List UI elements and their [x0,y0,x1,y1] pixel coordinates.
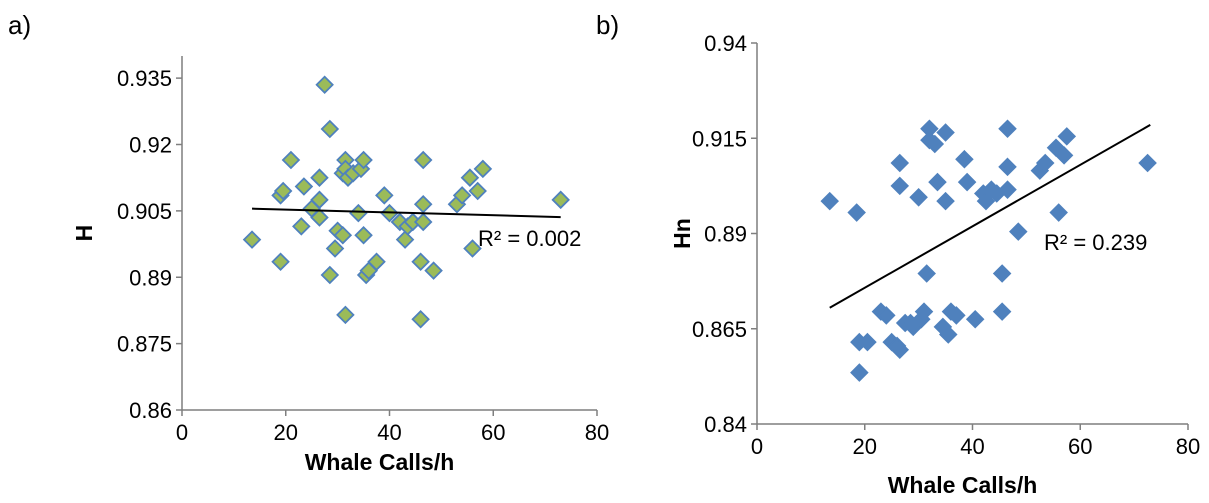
data-point [938,325,958,344]
data-point [411,252,430,272]
y-tick-label: 0.865 [692,317,747,342]
trendline [829,124,1151,309]
y-tick-label: 0.84 [704,412,747,437]
data-point [395,230,415,249]
data-point [925,134,945,154]
x-tick-label: 0 [176,420,188,445]
data-point [820,191,840,211]
data-point [315,75,334,95]
y-tick-label: 0.915 [692,126,747,151]
data-point [354,225,373,245]
data-point [1049,203,1068,222]
data-point [957,172,977,192]
x-tick-label: 20 [274,420,298,445]
data-point [310,168,329,187]
data-point [294,177,314,196]
data-point [955,149,974,169]
y-axis-title: Hn [669,218,695,249]
data-point [271,252,290,272]
data-point [1009,222,1028,241]
data-point [890,153,910,173]
r-squared-label: R² = 0.002 [478,226,581,251]
data-point [847,203,866,222]
y-axis-title: H [71,225,97,242]
data-point [1057,127,1077,146]
y-tick-label: 0.92 [129,133,172,158]
data-point [411,310,430,329]
y-tick-label: 0.875 [117,332,172,357]
data-point [424,261,443,280]
data-point [310,190,329,210]
data-point [992,264,1012,283]
data-point [349,203,368,223]
data-point [858,332,877,352]
data-point [413,194,433,214]
panel-label: b) [596,10,619,40]
x-tick-label: 20 [853,434,877,459]
data-point [1054,146,1074,165]
x-tick-label: 60 [481,420,505,445]
data-point [336,305,355,325]
data-point [281,150,301,170]
y-tick-label: 0.935 [117,66,172,91]
x-tick-label: 40 [960,434,984,459]
y-tick-label: 0.86 [129,398,172,423]
y-tick-label: 0.94 [704,31,747,56]
data-point [917,264,936,283]
x-axis-title: Whale Calls/h [305,449,455,475]
x-tick-label: 60 [1068,434,1092,459]
data-point [468,181,487,201]
trendline [252,207,561,219]
data-point [325,239,345,258]
data-point [460,168,480,187]
data-point [354,150,373,170]
data-point [965,309,985,329]
y-tick-label: 0.89 [704,222,747,247]
x-axis-title: Whale Calls/h [888,472,1038,498]
data-point [463,239,482,258]
data-point [242,230,262,249]
chart-panel-a: a) 0.86 0.875 0.89 0.905 0.92 0.935 0 20 40 60 80 Wh… [8,10,609,475]
data-point [936,191,955,211]
data-point [877,306,896,325]
chart-panel-b: b) 0.84 0.865 0.89 0.915 0.94 0 20 40 60 80 Whale C… [596,10,1200,498]
panel-label: a) [8,10,31,40]
data-point [998,119,1017,138]
data-point [292,217,311,236]
data-point [320,265,340,285]
data-point [909,188,928,207]
data-point [320,119,340,139]
data-point [1138,153,1157,173]
data-point [936,123,955,142]
data-point [992,302,1012,321]
data-point [473,159,493,179]
y-tick-label: 0.89 [129,265,172,290]
data-point [551,190,570,210]
data-point [947,306,966,325]
data-point [998,157,1017,177]
data-point [890,340,910,359]
data-point [850,363,869,382]
data-point [452,186,472,205]
data-point [310,208,329,227]
x-tick-label: 80 [1176,434,1200,459]
x-tick-label: 80 [585,420,609,445]
y-tick-label: 0.905 [117,199,172,224]
x-tick-label: 40 [377,420,401,445]
data-point [273,181,293,201]
data-point [413,212,433,232]
data-point [367,252,386,272]
data-point [413,150,433,170]
data-point [998,180,1017,199]
data-point [914,302,934,321]
data-point [928,172,947,192]
data-point [890,176,910,196]
data-point [1035,153,1055,173]
r-squared-label: R² = 0.239 [1044,230,1147,255]
data-point [375,186,394,205]
data-point [333,225,353,245]
x-tick-label: 0 [751,434,763,459]
